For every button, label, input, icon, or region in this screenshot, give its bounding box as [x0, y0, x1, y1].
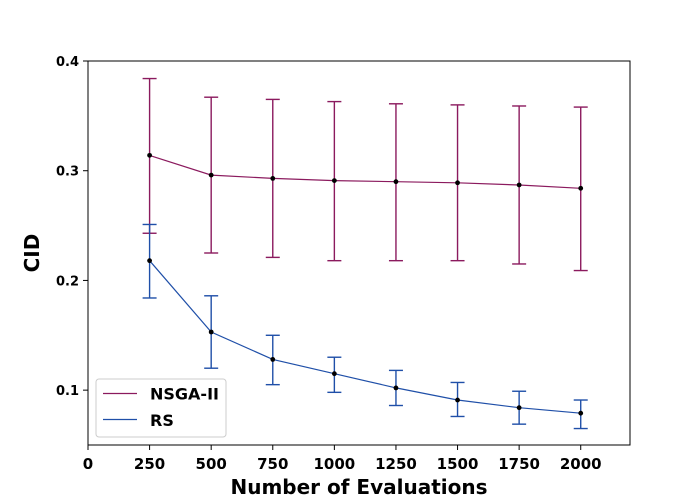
data-point-nsga-ii: [516, 182, 522, 188]
x-axis-title: Number of Evaluations: [230, 475, 487, 499]
data-point-rs: [208, 329, 214, 335]
y-tick-label: 0.1: [56, 384, 79, 399]
data-point-nsga-ii: [147, 152, 152, 158]
x-tick-label: 1000: [313, 455, 355, 473]
x-tick-label: 500: [196, 455, 227, 473]
data-point-nsga-ii: [270, 175, 276, 181]
x-tick-label: 1500: [437, 455, 479, 473]
series-nsga-ii: [142, 77, 588, 272]
data-point-nsga-ii: [208, 172, 214, 178]
y-tick-label: 0.2: [56, 274, 79, 289]
axes-layer: 0 250 500 750 1000 1250 1500 1750 2000 0.1 0.2 0.3 0…: [56, 55, 631, 473]
series-line-nsga-ii: [149, 154, 581, 189]
y-tick-label: 0.4: [56, 55, 79, 70]
data-point-rs: [516, 405, 522, 411]
y-tick-label: 0.3: [56, 165, 79, 180]
data-point-rs: [270, 357, 276, 362]
data-point-nsga-ii: [578, 185, 584, 191]
data-point-nsga-ii: [393, 179, 399, 185]
x-tick-label: 250: [134, 455, 165, 473]
data-point-nsga-ii: [455, 180, 460, 186]
series-line-rs: [149, 260, 581, 414]
x-tick-label: 750: [257, 455, 288, 473]
data-point-rs: [147, 258, 152, 264]
legend: NSGA-II RS: [95, 378, 227, 438]
data-point-rs: [331, 371, 337, 377]
plot-frame: [87, 60, 631, 446]
data-point-nsga-ii: [331, 178, 337, 183]
legend-label-nsga-ii: NSGA-II: [150, 385, 219, 404]
x-tick-label: 0: [83, 455, 93, 473]
x-tick-label: 1750: [498, 455, 540, 473]
data-point-rs: [393, 385, 399, 391]
data-point-rs: [578, 410, 584, 416]
data-point-rs: [455, 397, 460, 403]
x-tick-label: 2000: [560, 455, 602, 473]
legend-label-rs: RS: [150, 411, 174, 430]
series-layer: [142, 77, 588, 430]
y-axis-title: CID: [20, 234, 44, 273]
series-rs: [142, 223, 588, 430]
x-tick-label: 1250: [375, 455, 417, 473]
